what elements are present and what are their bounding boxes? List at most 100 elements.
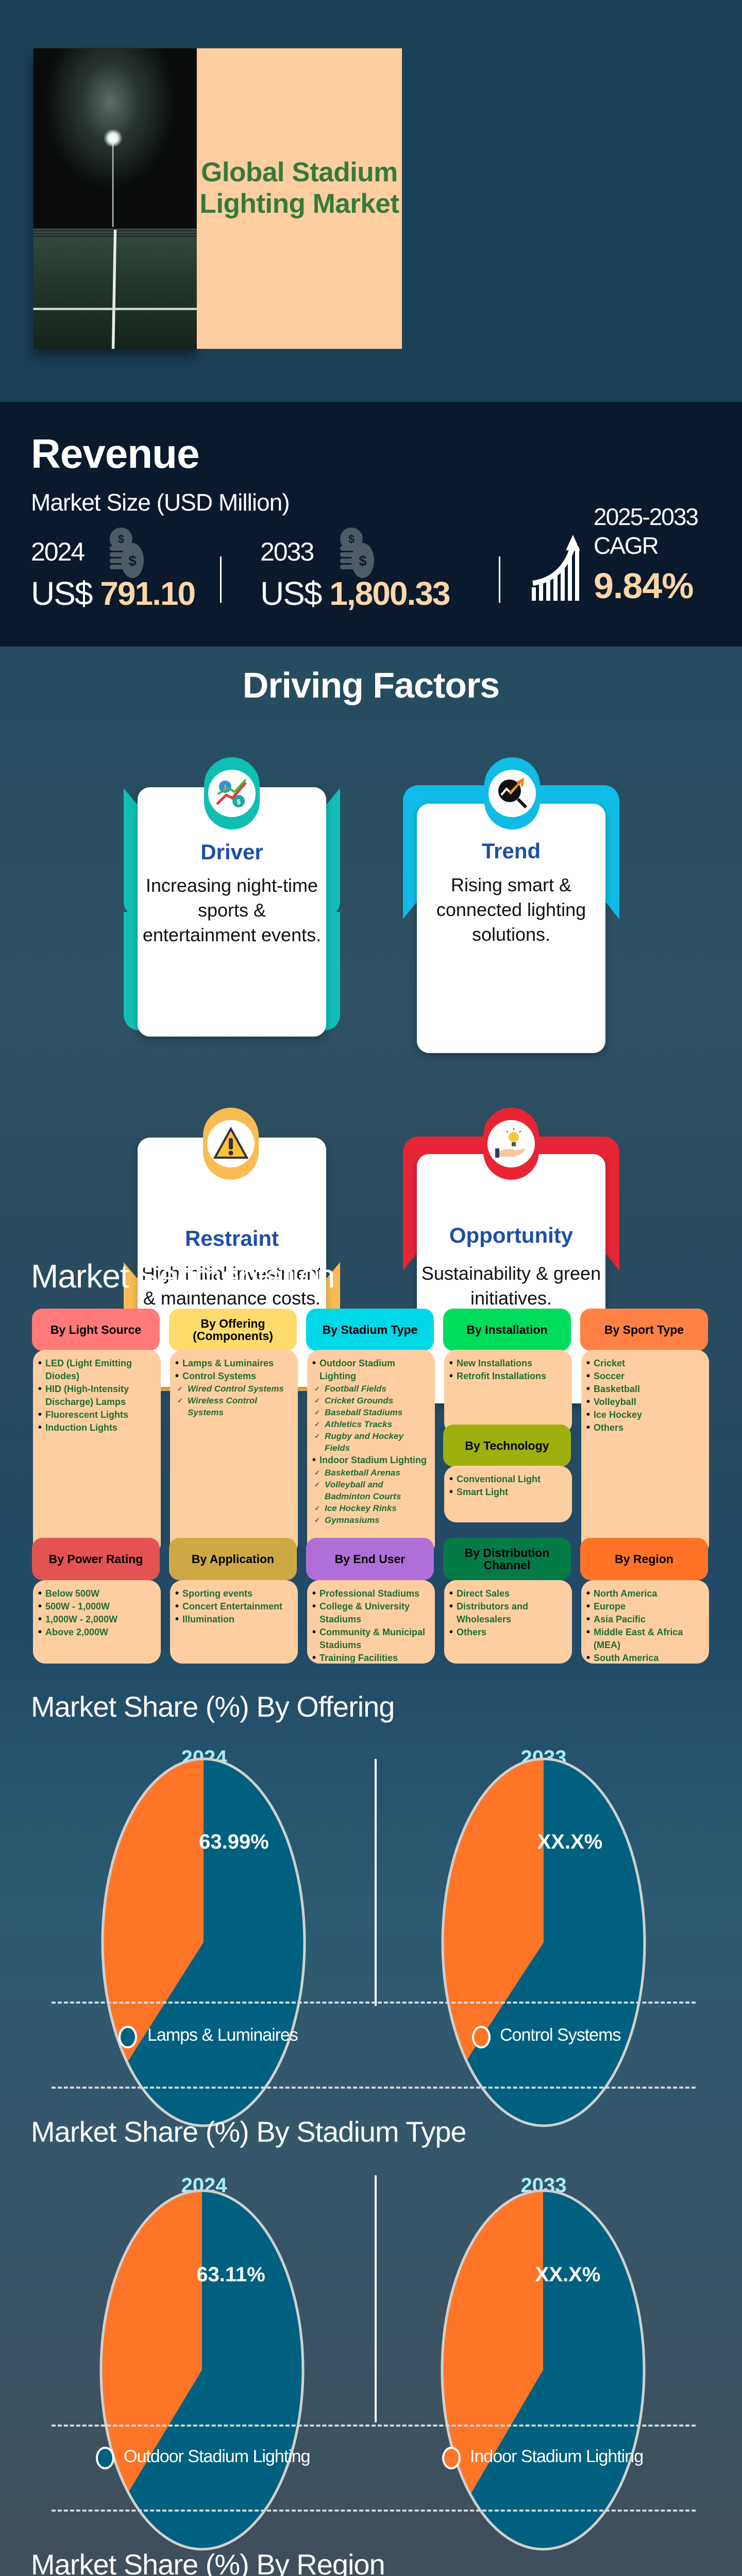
pie-value-label: 63.99% xyxy=(199,1831,269,1853)
segment-item: Outdoor Stadium Lighting xyxy=(312,1357,431,1383)
dashed-separator xyxy=(52,2002,696,2004)
revenue-section: Revenue Market Size (USD Million) 2024 $… xyxy=(0,402,742,647)
svg-text:$: $ xyxy=(348,533,355,546)
segment-item: LED (Light Emitting Diodes) xyxy=(38,1357,157,1383)
legend-swatch-orange xyxy=(472,2026,491,2048)
segment-item: Fluorescent Lights xyxy=(38,1409,157,1421)
pie-value-label: XX.X% xyxy=(537,1831,603,1853)
segment-header: By Installation xyxy=(443,1309,571,1351)
svg-text:$: $ xyxy=(359,553,367,569)
factor-trend: Trend Rising smart & connected lighting … xyxy=(403,757,619,1056)
page-title: Global Stadium Lighting Market xyxy=(197,156,402,218)
factor-title: Driver xyxy=(200,840,263,864)
segment-header: By Application xyxy=(169,1538,297,1580)
legend-label: Control Systems xyxy=(500,2025,621,2045)
segment-item: Volleyball and Badminton Courts xyxy=(312,1479,431,1502)
stadium-pie-2033 xyxy=(441,2189,646,2551)
market-size-subtitle: Market Size (USD Million) xyxy=(31,489,290,516)
segment-list: North AmericaEuropeAsia PacificMiddle Ea… xyxy=(581,1580,709,1665)
segment-item: Above 2,000W xyxy=(38,1626,157,1639)
hero-section: Global Stadium Lighting Market xyxy=(0,0,742,402)
legend-swatch-orange xyxy=(442,2447,461,2469)
segment-item: Below 500W xyxy=(38,1587,157,1600)
svg-text:$: $ xyxy=(128,553,137,569)
segment-item: Community & Municipal Stadiums xyxy=(312,1626,431,1652)
segment-header: By Sport Type xyxy=(580,1309,708,1351)
segment-item: Retrofit Installations xyxy=(449,1370,568,1383)
segment-header: By Power Rating xyxy=(32,1538,160,1580)
offering-pie-2033 xyxy=(441,1757,646,2127)
legend-label: Lamps & Luminaires xyxy=(147,2025,298,2045)
segment-item: Lamps & Luminaires xyxy=(175,1357,294,1370)
segment-item: Football Fields xyxy=(312,1383,431,1395)
segment-item: Cricket xyxy=(586,1357,705,1370)
legend-swatch-blue xyxy=(96,2447,114,2469)
factor-title: Restraint xyxy=(184,1226,279,1250)
segment-header: By Stadium Type xyxy=(306,1309,434,1351)
svg-text:$: $ xyxy=(118,533,124,546)
cagr-value: 9.84% xyxy=(594,566,694,606)
segment-item: Cricket Grounds xyxy=(312,1395,431,1406)
segment-item: Illumination xyxy=(175,1613,294,1626)
legend-swatch-blue xyxy=(119,2026,137,2048)
divider xyxy=(220,556,222,603)
magnifier-trend-icon xyxy=(488,770,536,817)
segment-list: New InstallationsRetrofit Installations xyxy=(444,1350,572,1435)
segment-item: Soccer xyxy=(586,1370,705,1383)
dashed-separator xyxy=(52,2425,696,2427)
segment-list: CricketSoccerBasketballVolleyballIce Hoc… xyxy=(581,1350,709,1556)
segment-item: Others xyxy=(449,1626,568,1639)
value-2024: US$ 791.10 xyxy=(31,575,196,612)
segment-item: Professional Stadiums xyxy=(312,1587,431,1600)
segment-item: New Installations xyxy=(449,1357,568,1370)
hand-lightbulb-icon xyxy=(487,1120,535,1167)
segment-item: Smart Light xyxy=(449,1486,568,1499)
dashed-separator xyxy=(52,2087,696,2089)
pie-value-label: XX.X% xyxy=(535,2263,601,2286)
segment-item: Ice Hockey Rinks xyxy=(312,1502,431,1514)
year-2024-label: 2024 xyxy=(31,537,85,566)
segment-item: South America xyxy=(586,1652,705,1665)
segment-header: By End User xyxy=(306,1538,434,1580)
stadium-pie-2024 xyxy=(99,2189,305,2551)
factor-text: High initial investment & maintenance co… xyxy=(141,1263,323,1309)
segment-item: Ice Hockey xyxy=(586,1409,705,1421)
floodlight-icon xyxy=(102,129,124,147)
segment-list: LED (Light Emitting Diodes)HID (High-Int… xyxy=(33,1350,161,1556)
segment-item: Basketball xyxy=(586,1383,705,1396)
segment-item: College & University Stadiums xyxy=(312,1600,431,1626)
coins-icon: $ $ xyxy=(110,528,144,578)
growth-chart-icon xyxy=(532,535,580,601)
segment-item: Basketball Arenas xyxy=(312,1467,431,1479)
segment-header: By Region xyxy=(580,1538,708,1580)
segment-item: Conventional Light xyxy=(449,1473,568,1486)
coins-icon: $ $ xyxy=(340,528,374,578)
svg-text:$: $ xyxy=(237,798,241,806)
segment-item: Indoor Stadium Lighting xyxy=(312,1454,431,1467)
title-line-1: Global Stadium xyxy=(201,156,398,188)
segment-item: Europe xyxy=(586,1600,705,1613)
segment-item: Wired Control Systems xyxy=(175,1383,294,1395)
segment-header: By Offering (Components) xyxy=(169,1309,297,1351)
segment-list: Sporting eventsConcert EntertainmentIllu… xyxy=(170,1580,298,1664)
segment-list: Outdoor Stadium LightingFootball FieldsC… xyxy=(307,1350,435,1556)
factor-driver: $! Driver Increasing night-time sports &… xyxy=(124,757,340,1056)
segmentation-heading: Market Segmentation xyxy=(31,1258,335,1295)
segment-item: HID (High-Intensity Discharge) Lamps xyxy=(38,1383,157,1409)
driving-factors-heading: Driving Factors xyxy=(242,665,500,705)
segment-item: Control Systems xyxy=(175,1370,294,1383)
segment-header: By Light Source xyxy=(32,1309,160,1351)
segment-item: Athletics Tracks xyxy=(312,1418,431,1430)
dashed-separator xyxy=(52,2510,696,2512)
revenue-title: Revenue xyxy=(31,431,199,477)
segment-item: Middle East & Africa (MEA) xyxy=(586,1626,705,1652)
segment-item: Volleyball xyxy=(586,1396,705,1409)
segment-item: Concert Entertainment xyxy=(175,1600,294,1613)
segment-item: Distributors and Wholesalers xyxy=(449,1600,568,1626)
segment-item: Training Facilities xyxy=(312,1652,431,1665)
segment-item: 1,000W - 2,000W xyxy=(38,1613,157,1626)
segment-item: Rugby and Hockey Fields xyxy=(312,1430,431,1454)
title-panel xyxy=(196,48,402,349)
segment-list: Conventional LightSmart Light xyxy=(444,1466,572,1522)
